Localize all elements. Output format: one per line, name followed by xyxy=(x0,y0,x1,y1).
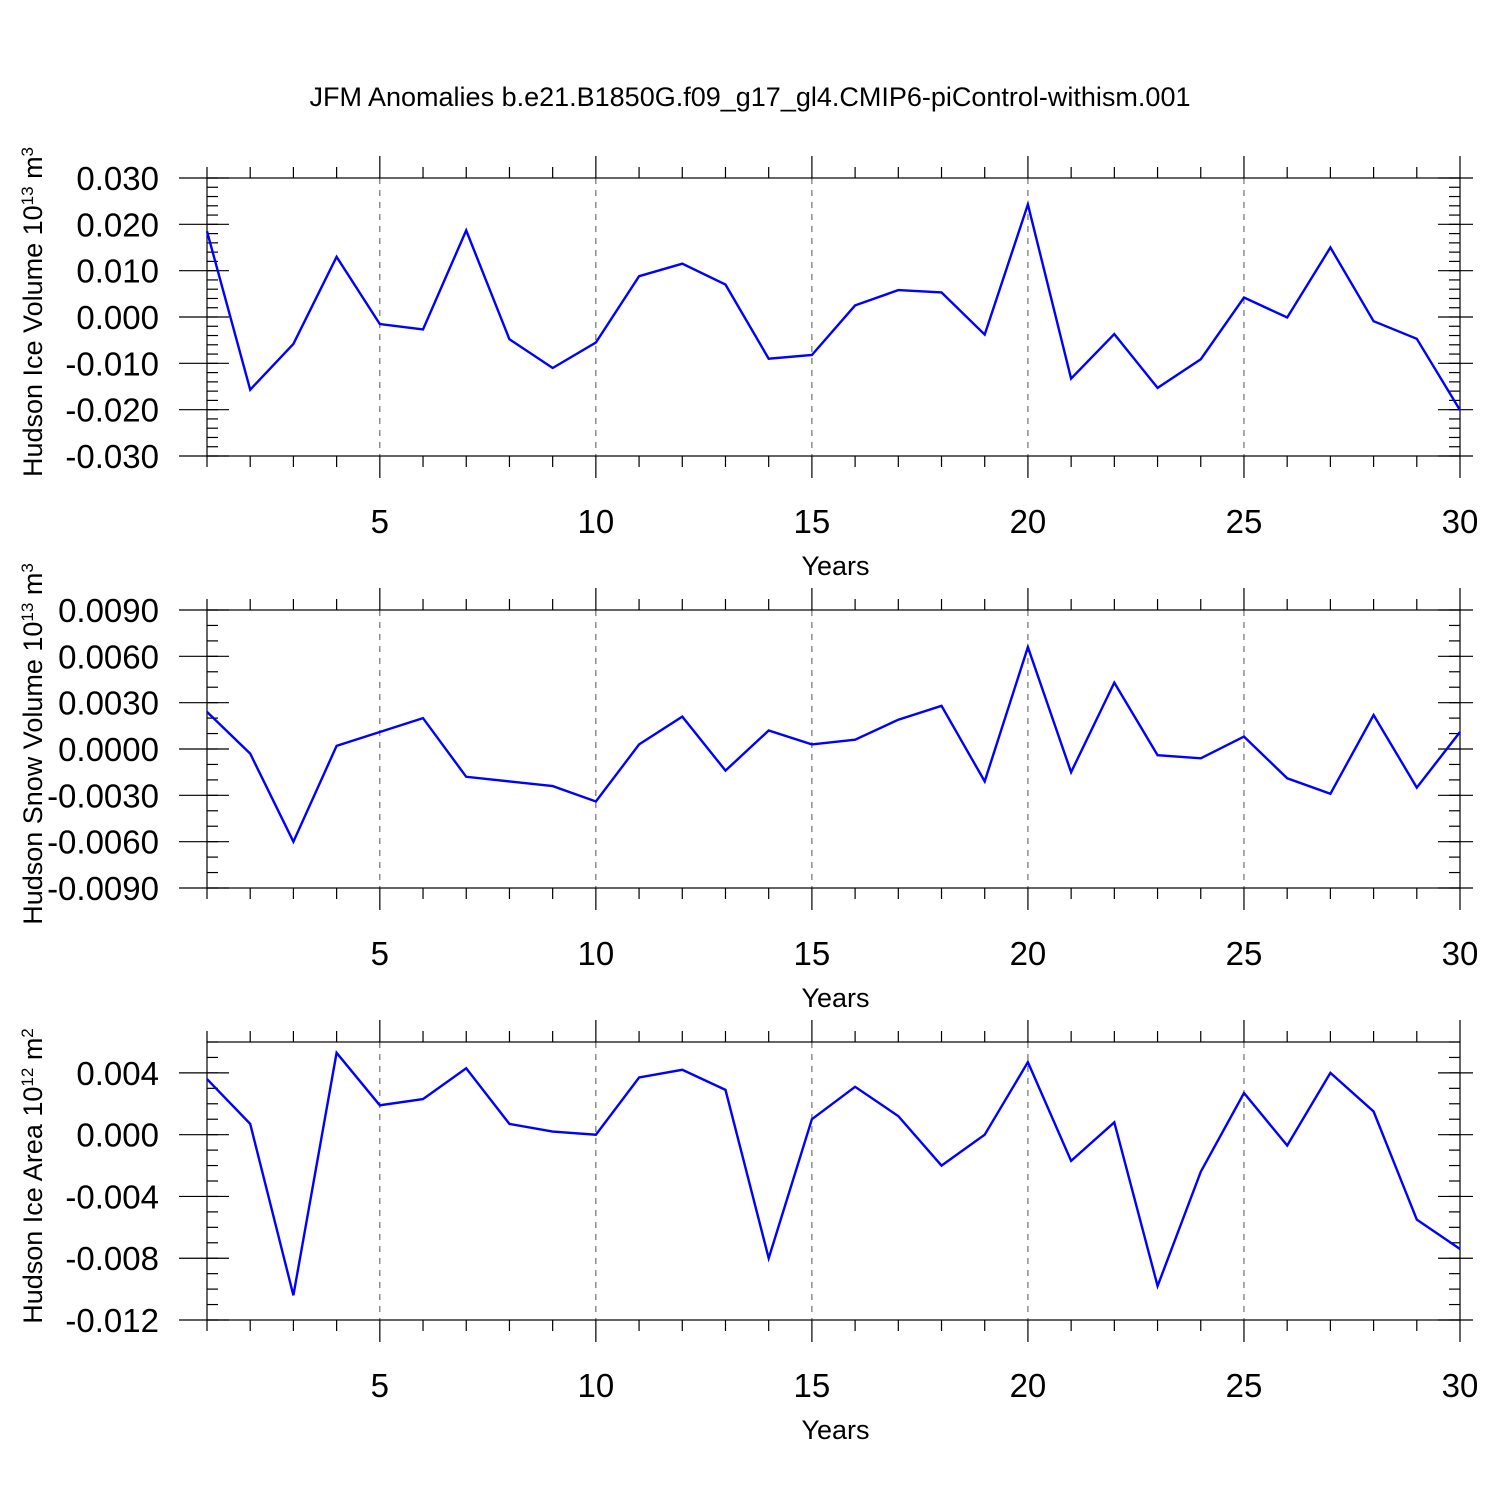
y-tick-label: -0.030 xyxy=(65,438,159,475)
y-tick-label: 0.000 xyxy=(76,299,159,336)
y-axis-label-text: Hudson Snow Volume 10 xyxy=(18,622,48,925)
x-axis-label: Years xyxy=(801,1415,869,1445)
x-axis-label: Years xyxy=(801,551,869,581)
data-line xyxy=(206,1050,1461,1296)
y-axis-label: Hudson Ice Area 1012 m2 xyxy=(18,1028,49,1324)
x-tick-label: 10 xyxy=(578,503,615,540)
y-axis-label-unit-exponent: 2 xyxy=(18,1028,37,1037)
y-tick-label: 0.0090 xyxy=(58,592,159,629)
x-tick-label: 30 xyxy=(1442,1367,1479,1404)
y-tick-label: 0.0000 xyxy=(58,731,159,768)
x-tick-label: 5 xyxy=(371,935,389,972)
y-tick-label: -0.008 xyxy=(65,1240,159,1277)
x-tick-label: 15 xyxy=(794,503,831,540)
x-tick-label: 30 xyxy=(1442,503,1479,540)
y-axis-label-exponent: 12 xyxy=(18,1068,37,1087)
panels: -0.030 -0.020 -0.010 0.000 0.010 0.020 0.030 5 1… xyxy=(18,147,1479,1445)
x-tick-label: 20 xyxy=(1010,935,1047,972)
y-axis-label-unit-exponent: 3 xyxy=(18,563,37,572)
y-axis-label-exponent: 13 xyxy=(18,186,37,205)
x-tick-label: 15 xyxy=(794,1367,831,1404)
y-axis-label-unit-exponent: 3 xyxy=(18,147,37,156)
x-tick-label: 25 xyxy=(1226,503,1263,540)
x-tick-label: 25 xyxy=(1226,1367,1263,1404)
y-axis-label-text: Hudson Ice Area 10 xyxy=(18,1087,48,1324)
y-tick-label: 0.000 xyxy=(76,1117,159,1154)
x-tick-label: 20 xyxy=(1010,1367,1047,1404)
y-axis-label-text: Hudson Ice Volume 10 xyxy=(18,205,48,477)
y-axis-label: Hudson Ice Volume 1013 m3 xyxy=(18,147,49,477)
y-tick-label: 0.004 xyxy=(76,1055,159,1092)
panel-2: -0.0090 -0.0060 -0.0030 0.0000 0.0030 0.0060 0… xyxy=(18,563,1479,1013)
y-tick-label: -0.0030 xyxy=(47,777,159,814)
figure-title: JFM Anomalies b.e21.B1850G.f09_g17_gl4.C… xyxy=(310,82,1191,112)
x-tick-label: 15 xyxy=(794,935,831,972)
x-tick-label: 10 xyxy=(578,1367,615,1404)
y-axis-label-unit: m xyxy=(18,573,48,603)
y-tick-label: 0.020 xyxy=(76,206,159,243)
y-tick-label: 0.010 xyxy=(76,253,159,290)
x-tick-label: 25 xyxy=(1226,935,1263,972)
y-tick-label: 0.0030 xyxy=(58,685,159,722)
y-axis-label-unit: m xyxy=(18,156,48,186)
y-tick-label: -0.010 xyxy=(65,345,159,382)
y-axis-label-unit: m xyxy=(18,1038,48,1068)
x-tick-label: 5 xyxy=(371,1367,389,1404)
y-tick-label: -0.012 xyxy=(65,1302,159,1339)
y-tick-label: -0.020 xyxy=(65,392,159,429)
panel-3: -0.012 -0.008 -0.004 0.000 0.004 5 10 15 20 25 30 Y… xyxy=(18,1020,1479,1445)
y-tick-label: -0.004 xyxy=(65,1178,159,1215)
y-axis-label-exponent: 13 xyxy=(18,603,37,622)
y-tick-label: 0.030 xyxy=(76,160,159,197)
y-tick-label: -0.0060 xyxy=(47,824,159,861)
x-tick-label: 10 xyxy=(578,935,615,972)
data-line xyxy=(206,643,1461,845)
y-tick-label: 0.0060 xyxy=(58,638,159,675)
y-tick-label: -0.0090 xyxy=(47,870,159,907)
x-axis-label: Years xyxy=(801,983,869,1013)
x-tick-label: 20 xyxy=(1010,503,1047,540)
panel-1: -0.030 -0.020 -0.010 0.000 0.010 0.020 0.030 5 1… xyxy=(18,147,1479,581)
data-line xyxy=(205,200,1462,411)
y-axis-label: Hudson Snow Volume 1013 m3 xyxy=(18,563,49,925)
x-tick-label: 5 xyxy=(371,503,389,540)
x-tick-label: 30 xyxy=(1442,935,1479,972)
